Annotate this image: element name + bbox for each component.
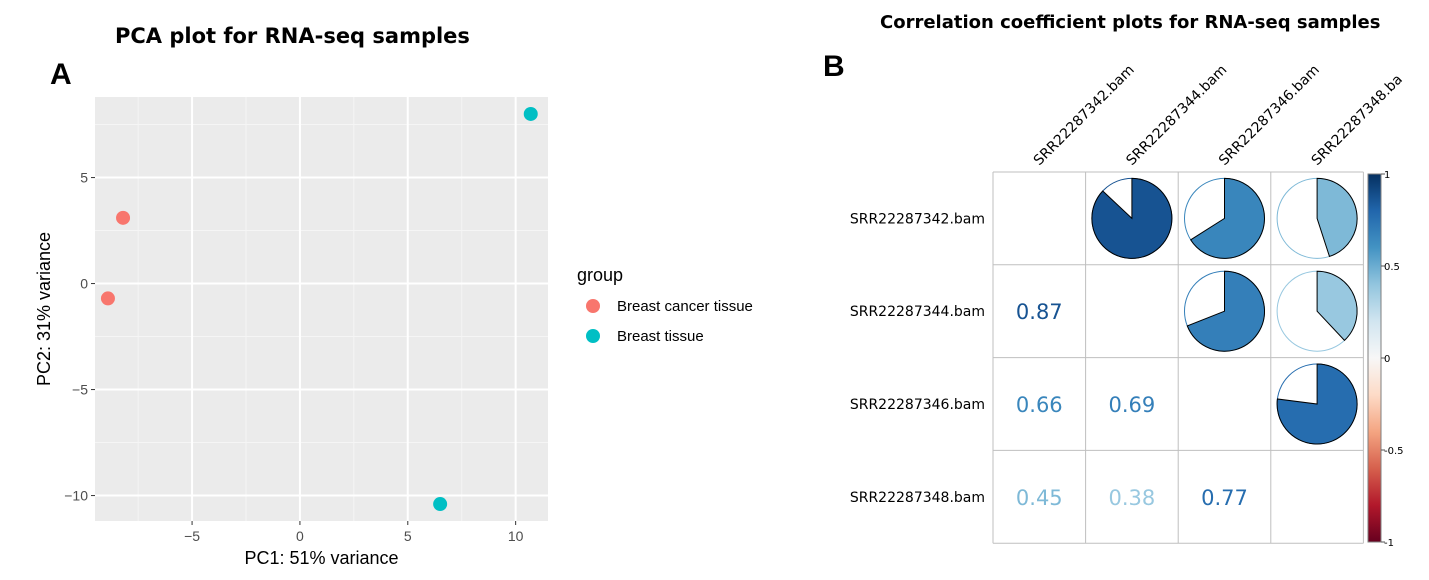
data-point [433, 497, 448, 512]
pie-slice [1316, 270, 1358, 342]
y-tick-label: −5 [72, 382, 88, 398]
legend-marker [586, 299, 600, 313]
data-point [523, 106, 538, 121]
correlation-value: 0.87 [1016, 300, 1063, 324]
y-tick-label: 0 [80, 276, 88, 292]
correlation-value: 0.38 [1109, 486, 1156, 510]
legend-label: Breast tissue [617, 328, 704, 345]
column-label: SRR22287342.bam [1031, 62, 1138, 169]
row-label: SRR22287348.bam [850, 490, 985, 506]
y-tick-label: −10 [64, 488, 88, 504]
x-axis-label: PC1: 51% variance [244, 548, 398, 568]
x-tick-label: 10 [508, 528, 524, 544]
column-label: SRR22287344.bam [1123, 62, 1230, 169]
colorbar-tick-label: 0.5 [1384, 262, 1400, 273]
correlation-value: 0.66 [1016, 393, 1063, 417]
pie-slice [1276, 363, 1358, 445]
legend-title: group [577, 265, 623, 285]
legend-label: Breast cancer tissue [617, 298, 753, 315]
plot-panel [95, 97, 548, 521]
colorbar-tick-label: 1 [1384, 170, 1390, 181]
y-tick-label: 5 [80, 170, 88, 186]
correlation-title: Correlation coefficient plots for RNA-se… [880, 12, 1381, 33]
column-label: SRR22287348.ba [1309, 72, 1406, 169]
pie-slice [1091, 177, 1173, 259]
colorbar [1367, 173, 1382, 543]
column-label: SRR22287346.bam [1216, 62, 1323, 169]
pca-title: PCA plot for RNA-seq samples [115, 24, 470, 48]
x-tick-label: 5 [404, 528, 412, 544]
correlation-value: 0.77 [1201, 486, 1248, 510]
data-point [100, 291, 115, 306]
pie-slice [1190, 177, 1265, 259]
pca-scatter-chart: −5 0 5 10 −10 −5 0 5 PC1: 51% variance PC2: 31% v… [34, 97, 753, 568]
colorbar-tick-label: 0 [1384, 354, 1390, 365]
row-label: SRR22287344.bam [850, 304, 985, 320]
colorbar-tick-label: -0.5 [1384, 446, 1404, 457]
data-point [116, 210, 131, 225]
y-axis-label: PC2: 31% variance [34, 232, 54, 386]
panel-b-letter: B [823, 50, 845, 83]
legend-marker [586, 329, 600, 343]
colorbar-tick-label: -1 [1384, 538, 1394, 549]
row-label: SRR22287342.bam [850, 211, 985, 227]
correlation-value: 0.45 [1016, 486, 1063, 510]
pie-slice [1316, 177, 1358, 258]
x-tick-label: 0 [296, 528, 304, 544]
correlation-value: 0.69 [1109, 393, 1156, 417]
x-tick-label: −5 [184, 528, 200, 544]
row-label: SRR22287346.bam [850, 397, 985, 413]
pie-slice [1186, 270, 1265, 352]
panel-a-letter: A [50, 58, 72, 91]
